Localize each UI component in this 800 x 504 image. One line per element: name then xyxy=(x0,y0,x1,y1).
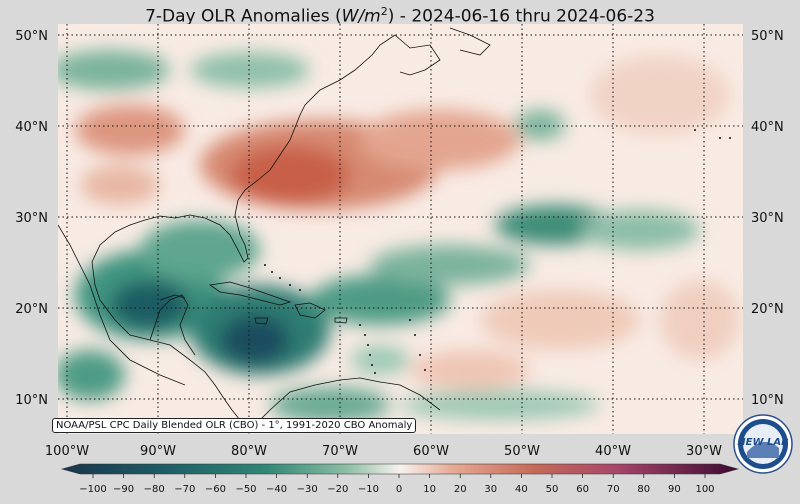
colorbar-tick-label: 20 xyxy=(454,484,467,495)
lon-label: 60°W xyxy=(413,444,449,459)
data-source-credit: NOAA/PSL CPC Daily Blended OLR (CBO) - 1… xyxy=(52,418,417,433)
colorbar-tick-label: −50 xyxy=(235,484,256,495)
colorbar-tick-label: −70 xyxy=(174,484,195,495)
lon-label: 40°W xyxy=(595,444,631,459)
colorbar-tick-label: 90 xyxy=(668,484,681,495)
colorbar-tick-label: 80 xyxy=(637,484,650,495)
lat-label: 30°N xyxy=(751,211,784,226)
lon-label: 30°W xyxy=(686,444,722,459)
lon-label: 70°W xyxy=(322,444,358,459)
chart-title: 7-Day OLR Anomalies (W/m2) - 2024-06-16 … xyxy=(145,5,655,27)
colorbar-tick-label: −10 xyxy=(358,484,379,495)
lon-labels: 100°W 90°W 80°W 70°W 60°W 50°W 40°W 30°W xyxy=(45,444,722,459)
colorbar-tick-label: −80 xyxy=(144,484,165,495)
lon-label: 100°W xyxy=(45,444,89,459)
lat-label: 20°N xyxy=(15,302,48,317)
colorbar-tick-label: 40 xyxy=(515,484,528,495)
lat-label: 40°N xyxy=(751,120,784,135)
anomaly-field xyxy=(58,24,743,434)
colorbar-tick-label: 0 xyxy=(396,484,402,495)
lat-labels-right: 50°N 40°N 30°N 20°N 10°N xyxy=(751,29,784,408)
colorbar-tick-label: 100 xyxy=(695,484,714,495)
coastlines xyxy=(58,27,491,431)
lat-label: 20°N xyxy=(751,302,784,317)
colorbar-tick-label: −40 xyxy=(266,484,287,495)
lat-label: 10°N xyxy=(751,393,784,408)
lon-label: 80°W xyxy=(231,444,267,459)
lat-label: 40°N xyxy=(15,120,48,135)
colorbar-tick-label: 70 xyxy=(607,484,620,495)
lat-label: 50°N xyxy=(15,29,48,44)
lat-label: 50°N xyxy=(751,29,784,44)
island-dots xyxy=(264,129,731,374)
colorbar-tick-label: 60 xyxy=(576,484,589,495)
colorbar-tick-label: −100 xyxy=(79,484,106,495)
colorbar-tick-label: 10 xyxy=(423,484,436,495)
colorbar-tick-label: 50 xyxy=(546,484,559,495)
lat-label: 10°N xyxy=(15,393,48,408)
colorbar-tick-label: −30 xyxy=(297,484,318,495)
colorbar-ticks: −100 −90 −80 −70 −60 −50 −40 −30 −20 −10 0 10 20 30 40… xyxy=(79,474,715,495)
colorbar-tick-label: −20 xyxy=(327,484,348,495)
logo-text: NEW LAB xyxy=(737,437,788,448)
colorbar: −100 −90 −80 −70 −60 −50 −40 −30 −20 −10 0 10 20 30 40… xyxy=(60,463,740,495)
graticule xyxy=(58,24,743,434)
colorbar-tick-label: −90 xyxy=(113,484,134,495)
lat-labels-left: 50°N 40°N 30°N 20°N 10°N xyxy=(15,29,48,408)
colorbar-tick-label: −60 xyxy=(205,484,226,495)
lon-label: 90°W xyxy=(140,444,176,459)
lat-label: 30°N xyxy=(15,211,48,226)
noaa-lab-logo: NEW LAB xyxy=(733,414,793,474)
lon-label: 50°W xyxy=(504,444,540,459)
colorbar-tick-label: 30 xyxy=(484,484,497,495)
